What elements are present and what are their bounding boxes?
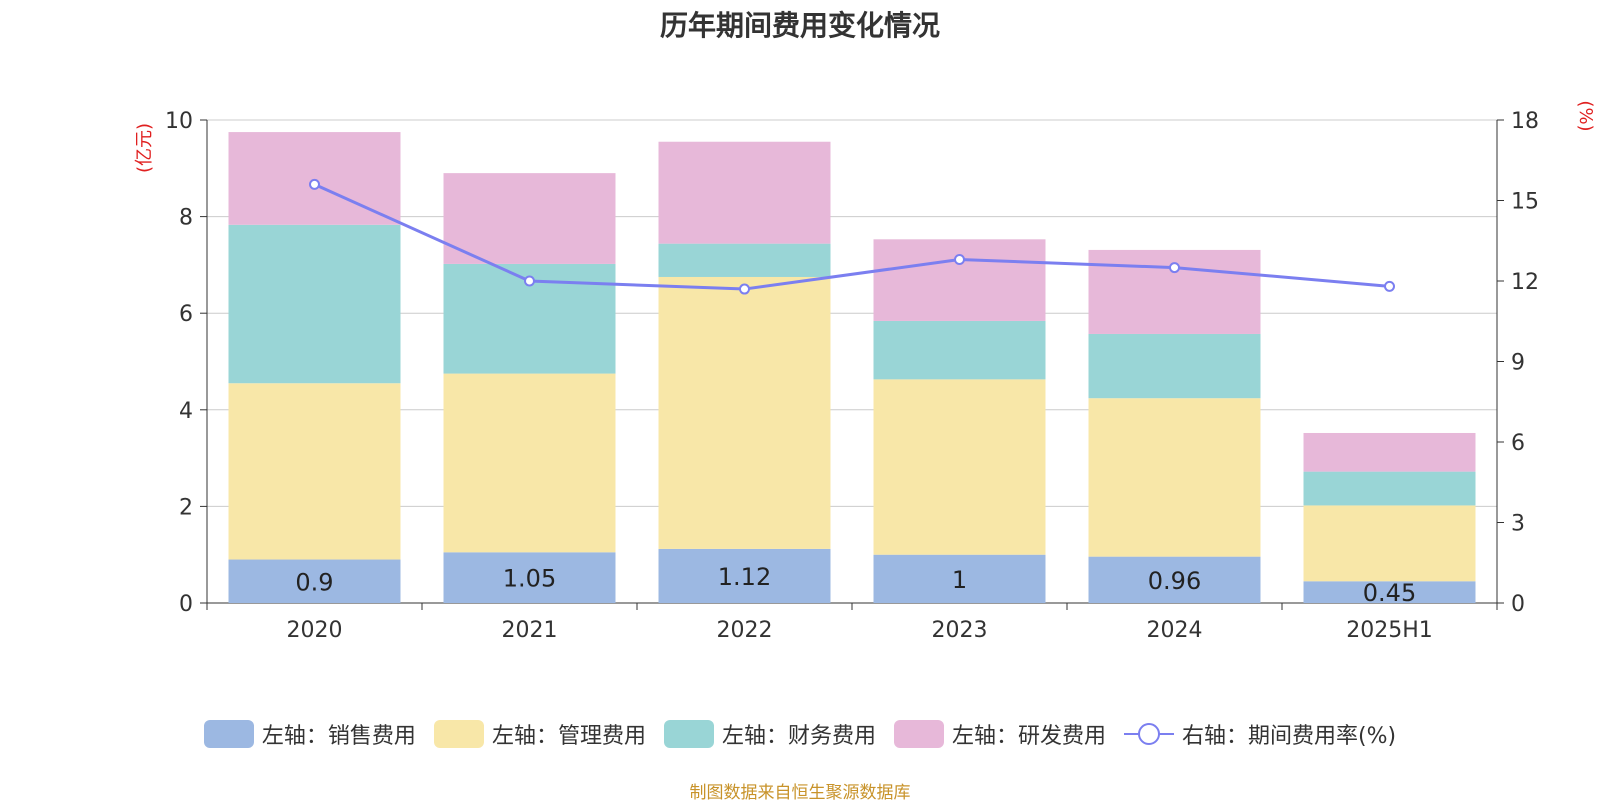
bar-segment-0: [658, 548, 831, 603]
bar-data-label: 1: [952, 566, 967, 594]
legend-item-rd[interactable]: 左轴：研发费用: [893, 718, 1106, 750]
right-tick-label: 18: [1511, 109, 1539, 134]
bar-data-label: 0.96: [1148, 567, 1201, 595]
left-tick-label: 6: [179, 302, 193, 327]
bar-segment-3: [1303, 432, 1476, 472]
bar-segment-2: [1088, 333, 1261, 399]
bar-data-label: 0.45: [1363, 579, 1416, 607]
left-tick-label: 2: [179, 495, 193, 520]
bar-data-label: 1.12: [718, 563, 771, 591]
bar-segment-1: [443, 373, 616, 553]
left-tick-label: 4: [179, 399, 193, 424]
x-tick-label: 2021: [502, 618, 558, 643]
rate-point: [1169, 262, 1180, 274]
bar-segment-3: [873, 239, 1046, 321]
bar-segment-3: [658, 141, 831, 244]
right-tick-label: 0: [1511, 592, 1525, 617]
right-tick-label: 6: [1511, 431, 1525, 456]
x-tick-label: 2024: [1147, 618, 1203, 643]
left-tick-label: 10: [165, 109, 193, 134]
rate-line: [313, 183, 1390, 291]
chart-title: 历年期间费用变化情况: [659, 9, 940, 42]
bar-segment-2: [1303, 471, 1476, 506]
legend-swatch-admin: [433, 720, 484, 748]
bar-segment-0: [873, 554, 1046, 603]
legend-label-sales: 左轴：销售费用: [261, 724, 416, 749]
rate-point: [524, 275, 535, 287]
right-tick-label: 3: [1511, 512, 1525, 537]
bar-segment-2: [228, 224, 401, 384]
legend-label-finance: 左轴：财务费用: [721, 724, 876, 749]
bar-data-label: 0.9: [295, 568, 333, 596]
bar-segment-0: [1303, 581, 1476, 603]
right-tick-label: 15: [1511, 190, 1539, 215]
rate-point: [954, 254, 965, 266]
legend-swatch-sales: [203, 720, 254, 748]
x-tick-label: 2023: [932, 618, 988, 643]
legend-swatch-rate: [1123, 720, 1174, 748]
x-tick-label: 2020: [287, 618, 343, 643]
legend-label-rd: 左轴：研发费用: [951, 724, 1106, 749]
bar-segment-2: [873, 320, 1046, 380]
legend: 左轴：销售费用 左轴：管理费用 左轴：财务费用 左轴：研发费用 右轴：期间费用率…: [0, 718, 1600, 750]
right-tick-label: 12: [1511, 270, 1539, 295]
legend-label-admin: 左轴：管理费用: [491, 724, 646, 749]
bar-segment-1: [228, 383, 401, 560]
legend-item-rate[interactable]: 右轴：期间费用率(%): [1123, 718, 1397, 750]
x-tick-label: 2022: [717, 618, 773, 643]
bar-segment-3: [443, 173, 616, 264]
left-tick-label: 0: [179, 592, 193, 617]
bar-segment-2: [658, 243, 831, 277]
x-tick-label: 2025H1: [1346, 618, 1433, 643]
bar-data-label: 1.05: [503, 565, 556, 593]
bar-segment-0: [228, 559, 401, 603]
bar-segment-1: [873, 379, 1046, 555]
source-note: 制图数据来自恒生聚源数据库: [689, 783, 911, 803]
rate-point: [1384, 280, 1395, 292]
bar-segment-0: [443, 552, 616, 603]
right-axis-label: (%): [1575, 100, 1596, 131]
legend-swatch-finance: [663, 720, 714, 748]
legend-item-sales[interactable]: 左轴：销售费用: [203, 718, 416, 750]
chart-plot: 0 2 4 6 8 10 0 3 6 9 12 15 18 (亿元) (%) 2020 2021 2022 2023…: [134, 100, 1596, 643]
right-tick-label: 9: [1511, 351, 1525, 376]
legend-swatch-rd: [893, 720, 944, 748]
rate-point: [739, 283, 750, 295]
left-axis-label: (亿元): [134, 123, 155, 173]
bar-segment-0: [1088, 556, 1261, 603]
legend-label-rate: 右轴：期间费用率(%): [1181, 724, 1397, 749]
legend-item-finance[interactable]: 左轴：财务费用: [663, 718, 876, 750]
bar-segment-1: [658, 276, 831, 549]
bar-segment-1: [1303, 505, 1476, 582]
legend-item-admin[interactable]: 左轴：管理费用: [433, 718, 646, 750]
left-tick-label: 8: [179, 206, 193, 231]
rate-point: [309, 178, 320, 190]
bar-segment-1: [1088, 398, 1261, 557]
